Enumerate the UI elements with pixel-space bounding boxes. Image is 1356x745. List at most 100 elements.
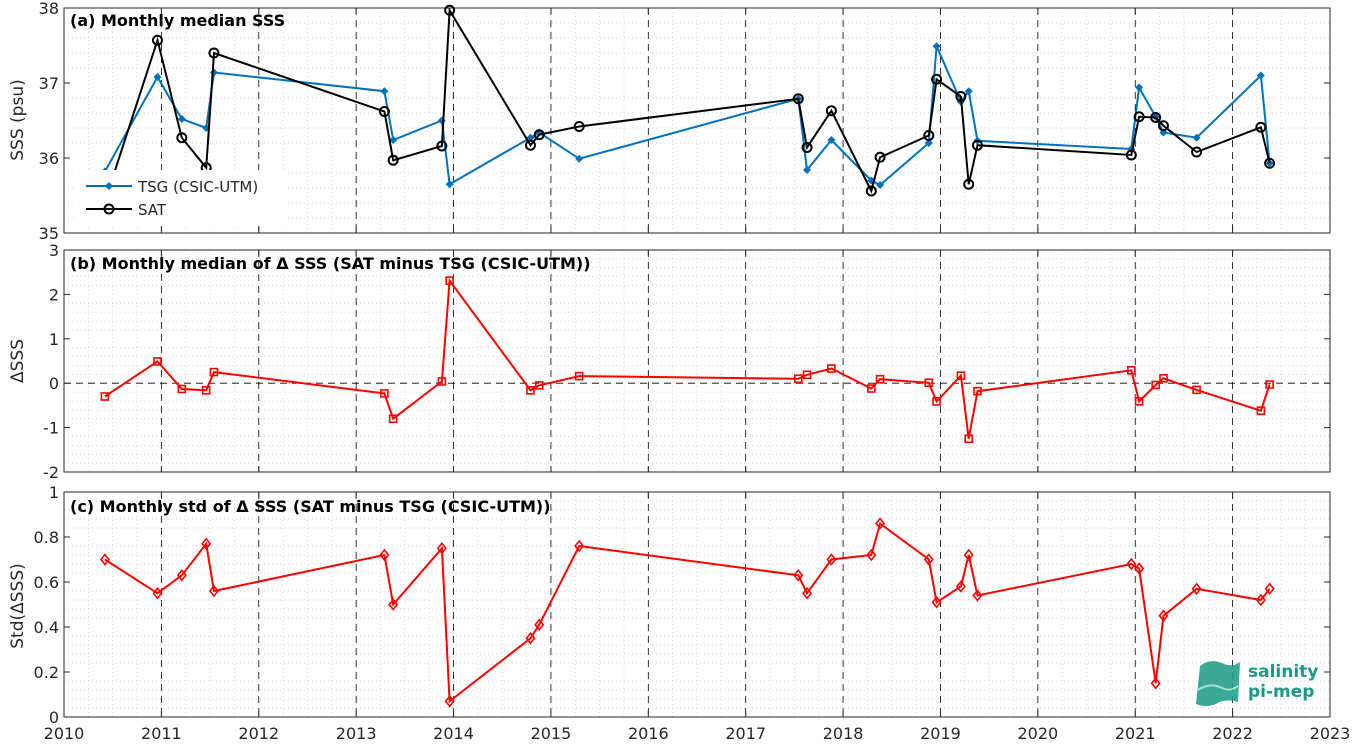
data-point — [152, 586, 163, 600]
data-point — [444, 694, 455, 708]
panel-a-ylabel: SSS (psu) — [8, 79, 28, 160]
data-point — [1125, 149, 1137, 161]
y-tick-label: 35 — [39, 224, 59, 243]
data-point — [923, 553, 934, 566]
y-tick-label: 3 — [49, 241, 59, 260]
data-point — [932, 397, 941, 406]
data-point — [1150, 112, 1162, 123]
data-point — [924, 139, 933, 147]
x-tick-label: 2014 — [433, 724, 474, 743]
data-point — [445, 276, 454, 285]
x-tick-label: 2017 — [725, 724, 766, 743]
data-point — [1133, 111, 1145, 123]
data-point — [534, 381, 544, 390]
data-point — [1158, 609, 1169, 623]
data-point — [793, 568, 804, 582]
data-point — [1150, 676, 1161, 690]
data-point — [875, 517, 886, 530]
logo-wave-icon — [1196, 661, 1240, 706]
data-point — [874, 151, 886, 163]
panel-c-title: (c) Monthly std of Δ SSS (SAT minus TSG … — [70, 497, 551, 516]
data-point — [177, 115, 186, 123]
data-point — [801, 142, 813, 153]
data-point — [932, 42, 941, 51]
data-point — [1264, 157, 1276, 169]
data-point — [827, 364, 836, 373]
y-tick-label: 0 — [49, 708, 59, 727]
y-tick-label: 1 — [49, 330, 59, 349]
y-tick-label: -1 — [43, 419, 59, 438]
y-tick-label: 38 — [39, 0, 59, 18]
data-point — [876, 181, 885, 189]
data-point — [437, 377, 447, 386]
data-point — [1265, 380, 1274, 389]
x-tick-label: 2016 — [628, 724, 669, 743]
data-point — [153, 357, 162, 366]
plot-frame — [63, 491, 1331, 718]
data-point — [793, 374, 803, 384]
data-point — [826, 553, 837, 566]
data-point — [380, 389, 389, 398]
x-tick-label: 2011 — [141, 724, 182, 743]
data-point — [1255, 121, 1267, 133]
data-point — [1264, 582, 1275, 596]
data-point — [1159, 374, 1168, 383]
data-point — [1157, 120, 1169, 132]
y-tick-label: -2 — [43, 463, 59, 482]
data-point — [924, 378, 934, 388]
logo-line1: salinity — [1248, 662, 1318, 682]
data-point — [875, 374, 885, 384]
data-point — [209, 367, 219, 377]
panel-a: SSS (psu) (a) Monthly median SSS — [8, 11, 285, 161]
data-point — [865, 185, 877, 197]
data-point — [379, 548, 390, 562]
data-point — [526, 133, 535, 142]
data-point — [1126, 557, 1137, 571]
y-tick-label: 1 — [49, 483, 59, 502]
plot-area-0: 35 36 37 38 — [39, 0, 1331, 243]
plot-frame — [63, 7, 1331, 234]
x-tick-label: 2022 — [1212, 724, 1253, 743]
legend-marker-tsg — [105, 182, 113, 190]
x-tick-label: 2023 — [1310, 724, 1351, 743]
data-point — [825, 105, 837, 117]
data-point — [201, 386, 211, 395]
x-tick-label: 2010 — [44, 724, 85, 743]
legend: TSG (CSIC-UTM) SAT — [76, 170, 286, 226]
x-tick-label: 2020 — [1017, 724, 1058, 743]
data-point — [866, 548, 877, 562]
data-point — [802, 370, 812, 380]
data-point — [388, 414, 398, 424]
series-line-1 — [103, 6, 1271, 202]
series-line-0 — [104, 277, 1271, 439]
data-point — [573, 121, 585, 132]
x-tick-label: 2018 — [823, 724, 864, 743]
data-point — [201, 537, 212, 551]
y-tick-label: 0.4 — [34, 618, 59, 637]
data-point — [1127, 366, 1136, 375]
data-point — [533, 129, 545, 141]
data-point — [444, 4, 456, 16]
data-point — [176, 568, 187, 582]
panel-c: Std(ΔSSS) (c) Monthly std of Δ SSS (SAT … — [8, 497, 551, 649]
data-point — [792, 93, 804, 105]
data-point — [973, 386, 982, 396]
panel-b-ylabel: ΔSSS — [8, 339, 28, 383]
salinity-pimep-logo: salinity pi-mep — [1196, 661, 1318, 706]
y-tick-label: 2 — [49, 285, 59, 304]
data-point — [378, 106, 390, 117]
legend-label-tsg: TSG (CSIC-UTM) — [137, 178, 258, 196]
legend-label-sat: SAT — [138, 201, 167, 219]
data-point — [575, 154, 584, 163]
data-point — [972, 589, 983, 602]
data-point — [931, 73, 943, 85]
data-point — [389, 136, 398, 144]
data-point — [923, 130, 935, 141]
data-point — [956, 371, 966, 380]
data-point — [1256, 71, 1265, 80]
data-point — [971, 139, 983, 151]
x-tick-label: 2013 — [336, 724, 377, 743]
data-point — [574, 539, 585, 553]
data-point — [827, 136, 836, 144]
